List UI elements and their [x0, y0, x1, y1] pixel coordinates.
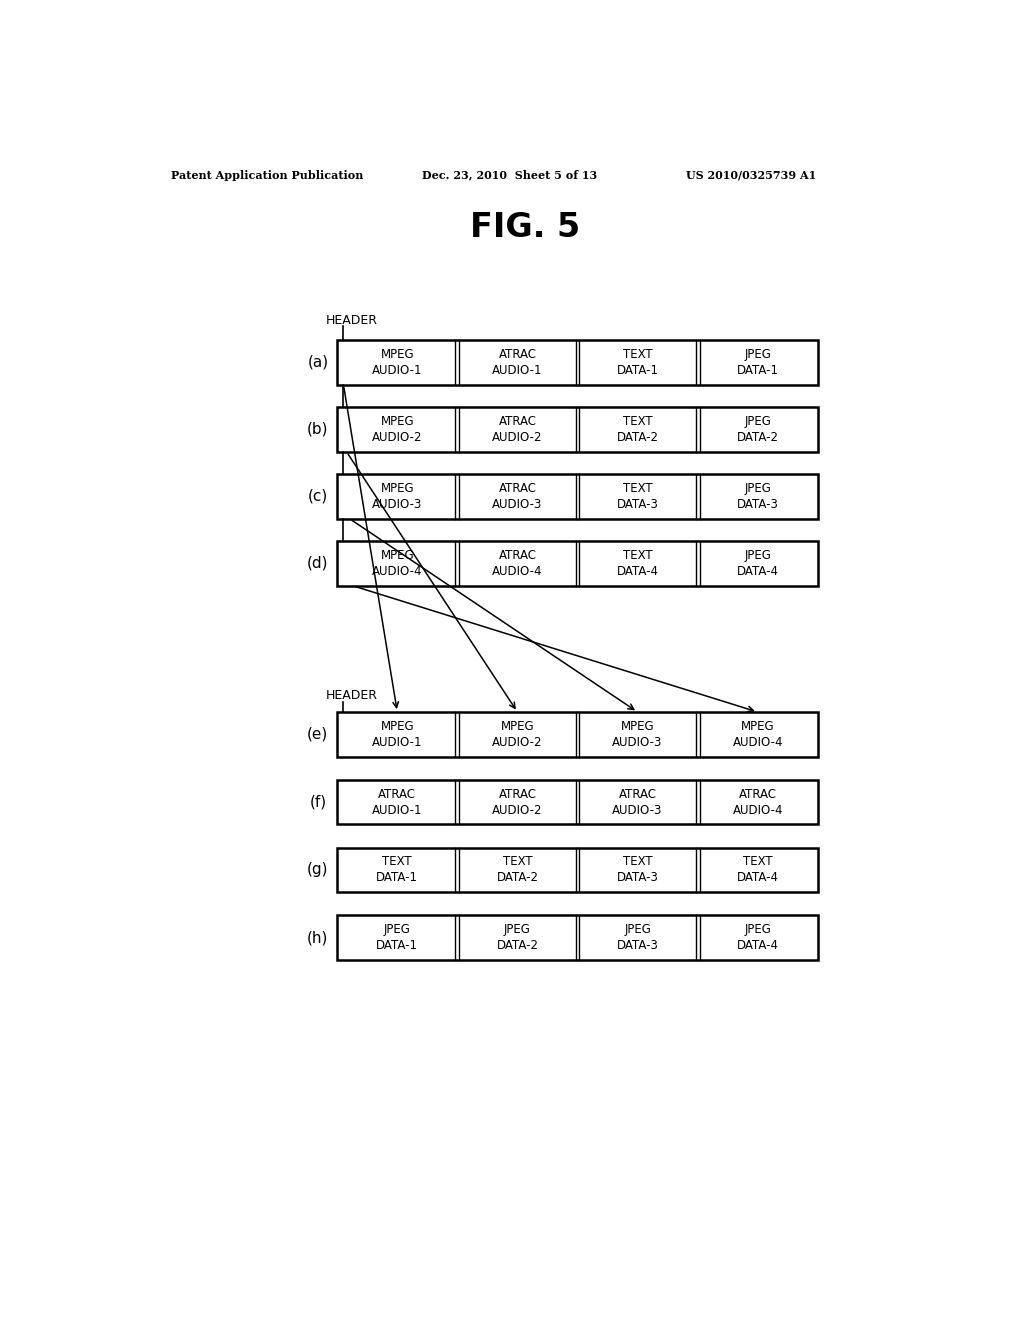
Text: MPEG
AUDIO-3: MPEG AUDIO-3	[372, 482, 423, 511]
Text: JPEG
DATA-2: JPEG DATA-2	[736, 414, 778, 444]
Text: FIG. 5: FIG. 5	[470, 211, 580, 244]
Text: ATRAC
AUDIO-4: ATRAC AUDIO-4	[493, 549, 543, 578]
Text: TEXT
DATA-3: TEXT DATA-3	[616, 855, 658, 884]
Text: HEADER: HEADER	[326, 689, 378, 702]
Text: (e): (e)	[307, 727, 329, 742]
Text: TEXT
DATA-2: TEXT DATA-2	[497, 855, 539, 884]
Text: MPEG
AUDIO-1: MPEG AUDIO-1	[372, 348, 423, 378]
Text: JPEG
DATA-4: JPEG DATA-4	[736, 923, 778, 952]
Bar	[337, 541, 818, 586]
Bar	[337, 711, 818, 756]
Text: MPEG
AUDIO-3: MPEG AUDIO-3	[612, 719, 663, 748]
Text: ATRAC
AUDIO-3: ATRAC AUDIO-3	[612, 788, 663, 817]
Text: TEXT
DATA-3: TEXT DATA-3	[616, 482, 658, 511]
Text: MPEG
AUDIO-2: MPEG AUDIO-2	[493, 719, 543, 748]
Text: ATRAC
AUDIO-1: ATRAC AUDIO-1	[493, 348, 543, 378]
Text: (g): (g)	[307, 862, 329, 878]
Bar	[337, 341, 818, 385]
Text: TEXT
DATA-1: TEXT DATA-1	[616, 348, 658, 378]
Text: TEXT
DATA-4: TEXT DATA-4	[736, 855, 778, 884]
Text: ATRAC
AUDIO-3: ATRAC AUDIO-3	[493, 482, 543, 511]
Text: JPEG
DATA-4: JPEG DATA-4	[736, 549, 778, 578]
Text: (b): (b)	[307, 422, 329, 437]
Bar	[337, 780, 818, 825]
Text: Patent Application Publication: Patent Application Publication	[171, 170, 362, 181]
Text: MPEG
AUDIO-4: MPEG AUDIO-4	[732, 719, 783, 748]
Text: (d): (d)	[307, 556, 329, 572]
Text: TEXT
DATA-1: TEXT DATA-1	[376, 855, 419, 884]
Text: JPEG
DATA-3: JPEG DATA-3	[736, 482, 778, 511]
Bar	[337, 915, 818, 960]
Text: TEXT
DATA-2: TEXT DATA-2	[616, 414, 658, 444]
Text: (c): (c)	[308, 488, 328, 504]
Text: ATRAC
AUDIO-1: ATRAC AUDIO-1	[372, 788, 423, 817]
Text: (f): (f)	[309, 795, 327, 809]
Text: ATRAC
AUDIO-2: ATRAC AUDIO-2	[493, 788, 543, 817]
Text: MPEG
AUDIO-4: MPEG AUDIO-4	[372, 549, 423, 578]
Text: JPEG
DATA-1: JPEG DATA-1	[736, 348, 778, 378]
Bar	[337, 474, 818, 519]
Text: ATRAC
AUDIO-2: ATRAC AUDIO-2	[493, 414, 543, 444]
Text: JPEG
DATA-1: JPEG DATA-1	[376, 923, 419, 952]
Text: HEADER: HEADER	[326, 314, 378, 326]
Text: US 2010/0325739 A1: US 2010/0325739 A1	[686, 170, 816, 181]
Text: ATRAC
AUDIO-4: ATRAC AUDIO-4	[732, 788, 783, 817]
Text: JPEG
DATA-2: JPEG DATA-2	[497, 923, 539, 952]
Text: (h): (h)	[307, 931, 329, 945]
Text: MPEG
AUDIO-1: MPEG AUDIO-1	[372, 719, 423, 748]
Text: JPEG
DATA-3: JPEG DATA-3	[616, 923, 658, 952]
Text: Dec. 23, 2010  Sheet 5 of 13: Dec. 23, 2010 Sheet 5 of 13	[423, 170, 598, 181]
Text: TEXT
DATA-4: TEXT DATA-4	[616, 549, 658, 578]
Bar	[337, 847, 818, 892]
Text: (a): (a)	[307, 355, 329, 370]
Text: MPEG
AUDIO-2: MPEG AUDIO-2	[372, 414, 423, 444]
Bar	[337, 407, 818, 451]
